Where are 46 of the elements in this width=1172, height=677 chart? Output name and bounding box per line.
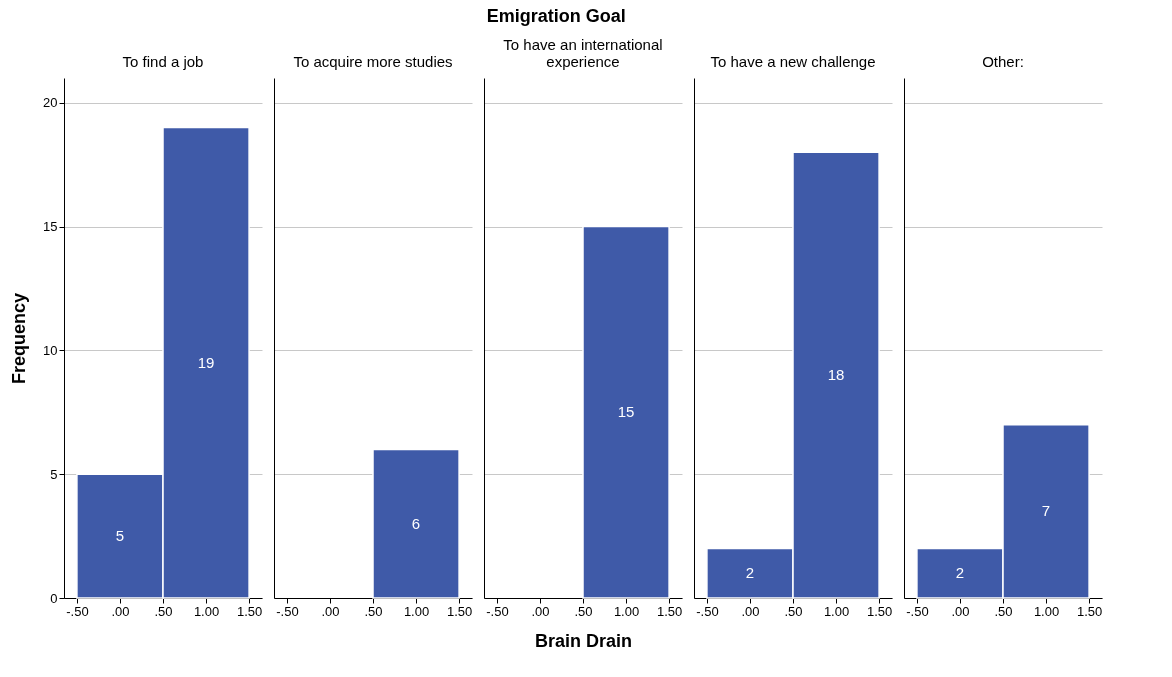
x-tick-label: 1.00 (403, 603, 430, 619)
data-label: 5 (115, 527, 125, 545)
chart-title: Other: (982, 53, 1024, 70)
x-tick-label: 1.50 (1076, 603, 1103, 619)
x-tick-label: 1.00 (1033, 603, 1060, 619)
x-tick-label: .50 (994, 603, 1013, 619)
data-label: 2 (955, 564, 965, 582)
x-tick-label: 1.00 (823, 603, 850, 619)
x-tick-label: 1.50 (656, 603, 683, 619)
x-tick-label: -.50 (906, 603, 929, 619)
x-axis-title: Brain Drain (534, 630, 633, 651)
data-label: 2 (745, 564, 755, 582)
chart-title: To have an international experience (503, 36, 663, 70)
x-tick-label: .00 (111, 603, 130, 619)
x-tick-label: 1.00 (193, 603, 220, 619)
chart-title: To have a new challenge (710, 53, 876, 70)
x-tick-label: -.50 (486, 603, 509, 619)
x-tick-label: -.50 (66, 603, 89, 619)
data-label: 15 (617, 403, 635, 421)
x-tick-label: 1.50 (236, 603, 263, 619)
y-tick-label: 20 (43, 95, 58, 111)
x-tick-label: .00 (321, 603, 340, 619)
x-tick-label: .50 (154, 603, 173, 619)
x-tick-label: .50 (364, 603, 383, 619)
chart-title: To find a job (122, 53, 204, 70)
y-axis-title: Frequency (9, 292, 30, 385)
chart-title: To acquire more studies (293, 53, 453, 70)
y-tick-label: 0 (50, 590, 58, 606)
y-tick-label: 5 (50, 466, 58, 482)
x-tick-label: 1.50 (866, 603, 893, 619)
data-label: 18 (827, 366, 845, 384)
x-tick-label: .00 (531, 603, 550, 619)
x-tick-label: .00 (741, 603, 760, 619)
x-tick-label: -.50 (276, 603, 299, 619)
data-label: 6 (411, 514, 421, 532)
text: Emigration Goal (486, 6, 626, 26)
x-tick-label: .00 (951, 603, 970, 619)
x-tick-label: .50 (574, 603, 593, 619)
x-tick-label: 1.50 (446, 603, 473, 619)
y-tick-label: 15 (43, 219, 58, 235)
x-tick-label: -.50 (696, 603, 719, 619)
x-tick-label: 1.00 (613, 603, 640, 619)
data-label: 19 (197, 353, 215, 371)
y-tick-label: 10 (43, 342, 58, 358)
x-tick-label: .50 (784, 603, 803, 619)
data-label: 7 (1041, 502, 1051, 520)
